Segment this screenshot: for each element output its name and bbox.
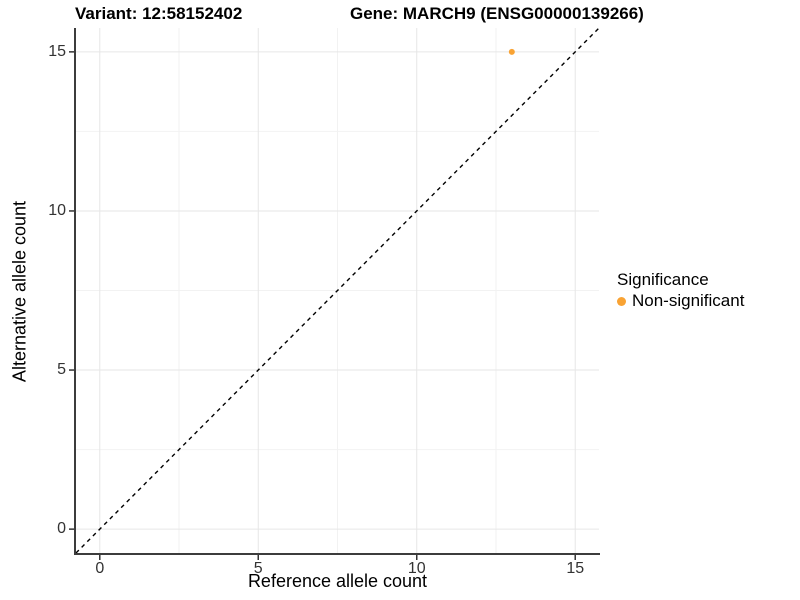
y-tick-label: 0: [57, 520, 66, 538]
x-tick-label: 10: [407, 560, 426, 577]
plot-title-variant: Variant: 12:58152402: [75, 4, 243, 23]
x-tick-label: 15: [566, 560, 585, 577]
data-point: [508, 48, 515, 55]
legend: Significance Non-significant: [617, 270, 744, 311]
legend-point-icon: [617, 296, 626, 306]
plot-title-gene: Gene: MARCH9 (ENSG00000139266): [350, 4, 644, 23]
y-tick-label: 5: [57, 361, 66, 379]
legend-item-non-significant: Non-significant: [617, 291, 744, 311]
y-tick-label: 10: [48, 201, 66, 219]
identity-dashed-line: [75, 27, 600, 554]
legend-item-label: Non-significant: [632, 291, 745, 310]
x-tick-label: 5: [253, 560, 263, 577]
legend-title: Significance: [617, 270, 709, 289]
x-axis-title: Reference allele count: [247, 571, 428, 591]
y-tick-label: 15: [48, 42, 66, 60]
x-tick-label: 0: [95, 560, 105, 577]
